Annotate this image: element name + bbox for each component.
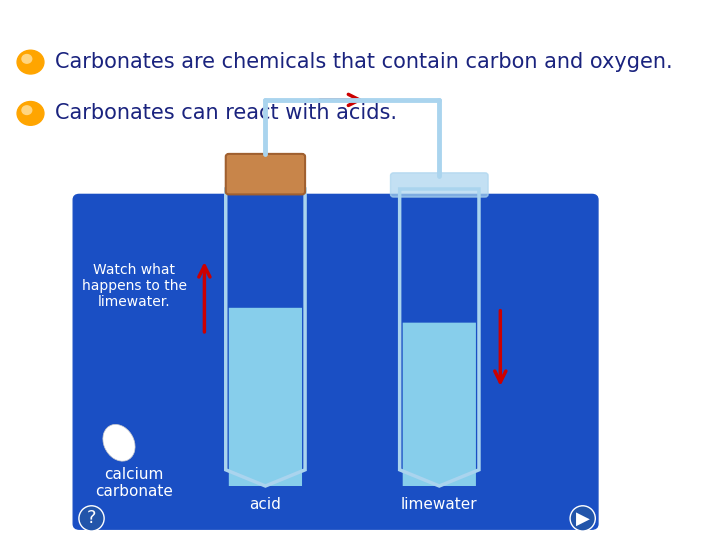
- Text: Watch what
happens to the
limewater.: Watch what happens to the limewater.: [82, 263, 186, 309]
- Text: limewater: limewater: [401, 497, 477, 512]
- FancyBboxPatch shape: [226, 154, 305, 194]
- Circle shape: [22, 106, 32, 114]
- Ellipse shape: [103, 424, 135, 461]
- Text: Carbonates are chemicals that contain carbon and oxygen.: Carbonates are chemicals that contain ca…: [55, 52, 672, 72]
- Circle shape: [22, 55, 32, 63]
- Text: acid: acid: [249, 497, 282, 512]
- Text: Carbonates can react with acids.: Carbonates can react with acids.: [55, 103, 397, 124]
- Text: calcium
carbonate: calcium carbonate: [95, 467, 174, 500]
- FancyBboxPatch shape: [229, 308, 302, 486]
- Text: ▶: ▶: [576, 509, 590, 528]
- Circle shape: [17, 102, 44, 125]
- FancyBboxPatch shape: [390, 173, 488, 197]
- FancyBboxPatch shape: [73, 194, 598, 529]
- FancyBboxPatch shape: [402, 322, 476, 486]
- Text: ?: ?: [87, 509, 96, 528]
- Circle shape: [17, 50, 44, 74]
